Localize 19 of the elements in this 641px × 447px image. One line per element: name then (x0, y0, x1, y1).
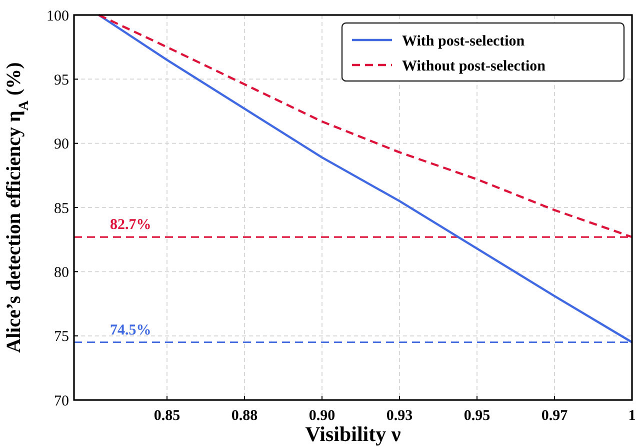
x-tick-label: 0.93 (386, 408, 413, 424)
legend-label: Without post-selection (402, 58, 546, 74)
x-tick-label: 0.97 (541, 408, 568, 424)
y-tick-label: 95 (54, 72, 69, 88)
y-tick-label: 90 (54, 136, 69, 153)
ref-line-label: 74.5% (110, 322, 152, 338)
y-tick-label: 80 (54, 264, 69, 281)
x-tick-label: 0.95 (464, 408, 490, 424)
y-tick-label: 100 (46, 8, 69, 24)
y-tick-label: 85 (54, 200, 69, 217)
x-tick-label: 0.85 (154, 408, 180, 424)
x-tick-label: 0.88 (231, 408, 258, 424)
y-tick-label: 70 (54, 393, 69, 410)
legend-label: With post-selection (402, 33, 526, 50)
y-tick-label: 75 (54, 329, 69, 346)
x-tick-label: 1 (628, 408, 636, 424)
x-axis-title: Visibility ν (305, 422, 402, 446)
x-tick-label: 0.90 (308, 408, 336, 424)
ref-line-label: 82.7% (110, 217, 152, 234)
